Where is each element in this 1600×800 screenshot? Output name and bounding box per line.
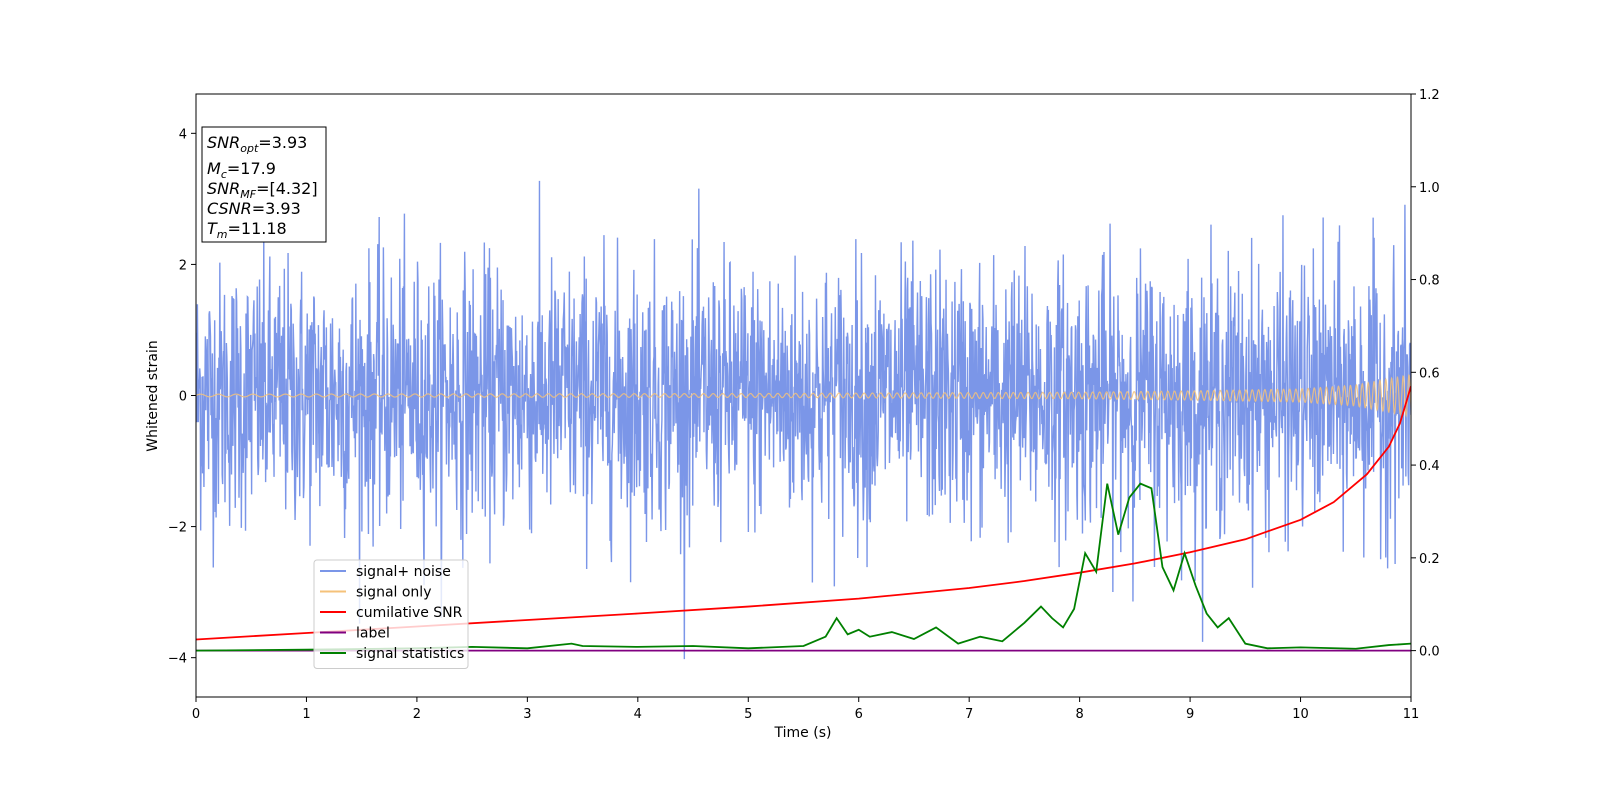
legend-label-cumilative-snr: cumilative SNR (356, 605, 463, 621)
y2-tick-label: 0.2 (1419, 552, 1440, 567)
x-tick-label: 8 (1075, 707, 1083, 722)
annotation-mc: Mc=17.9 (207, 159, 276, 181)
y-axis-label: Whitened strain (145, 340, 161, 451)
legend: signal+ noise signal only cumilative SNR la… (313, 559, 469, 669)
x-tick-label: 9 (1186, 707, 1194, 722)
x-tick-label: 4 (634, 707, 642, 722)
series-cumilative-snr-line (196, 385, 1411, 641)
legend-label-label: label (356, 626, 390, 642)
x-tick-label: 6 (855, 707, 863, 722)
legend-frame (313, 559, 469, 669)
y-tick-label: 4 (179, 127, 187, 142)
y2-tick-label: 0.8 (1419, 274, 1440, 289)
x-tick-label: 11 (1403, 707, 1420, 722)
annotation-csnr: CSNR=3.93 (207, 199, 301, 218)
annotation-snr-opt: SNRopt=3.93 (207, 133, 307, 155)
x-axis-label: Time (s) (774, 725, 832, 741)
x-tick-label: 2 (413, 707, 421, 722)
annotation-snr-mf: SNRMF=[4.32] (207, 179, 318, 201)
x-tick-label: 1 (302, 707, 310, 722)
y-tick-label: 2 (179, 258, 187, 273)
y2-tick-label: 1.2 (1419, 88, 1440, 103)
y-tick-label: 0 (179, 390, 187, 405)
series-signal-only-line (196, 373, 1411, 418)
y-tick-label: −4 (168, 652, 187, 667)
legend-label-signal-noise: signal+ noise (356, 564, 451, 580)
legend-label-signal-only: signal only (356, 585, 431, 601)
y2-tick-label: 0.6 (1419, 366, 1440, 381)
x-tick-label: 5 (744, 707, 752, 722)
series-signal-noise-line (196, 180, 1411, 660)
x-tick-label: 7 (965, 707, 973, 722)
y2-tick-label: 0.0 (1419, 645, 1440, 660)
y2-tick-label: 0.4 (1419, 459, 1440, 474)
x-tick-label: 10 (1292, 707, 1309, 722)
legend-label-signal-statistics: signal statistics (356, 646, 464, 662)
annotation-box: SNRopt=3.93 Mc=17.9 SNRMF=[4.32] CSNR=3.… (201, 126, 327, 243)
x-tick-label: 3 (523, 707, 531, 722)
y-tick-label: −2 (168, 521, 187, 536)
x-tick-label: 0 (192, 707, 200, 722)
y2-tick-label: 1.0 (1419, 181, 1440, 196)
series-signal-statistics-line (196, 482, 1411, 652)
annotation-tm: Tm=11.18 (207, 219, 287, 241)
